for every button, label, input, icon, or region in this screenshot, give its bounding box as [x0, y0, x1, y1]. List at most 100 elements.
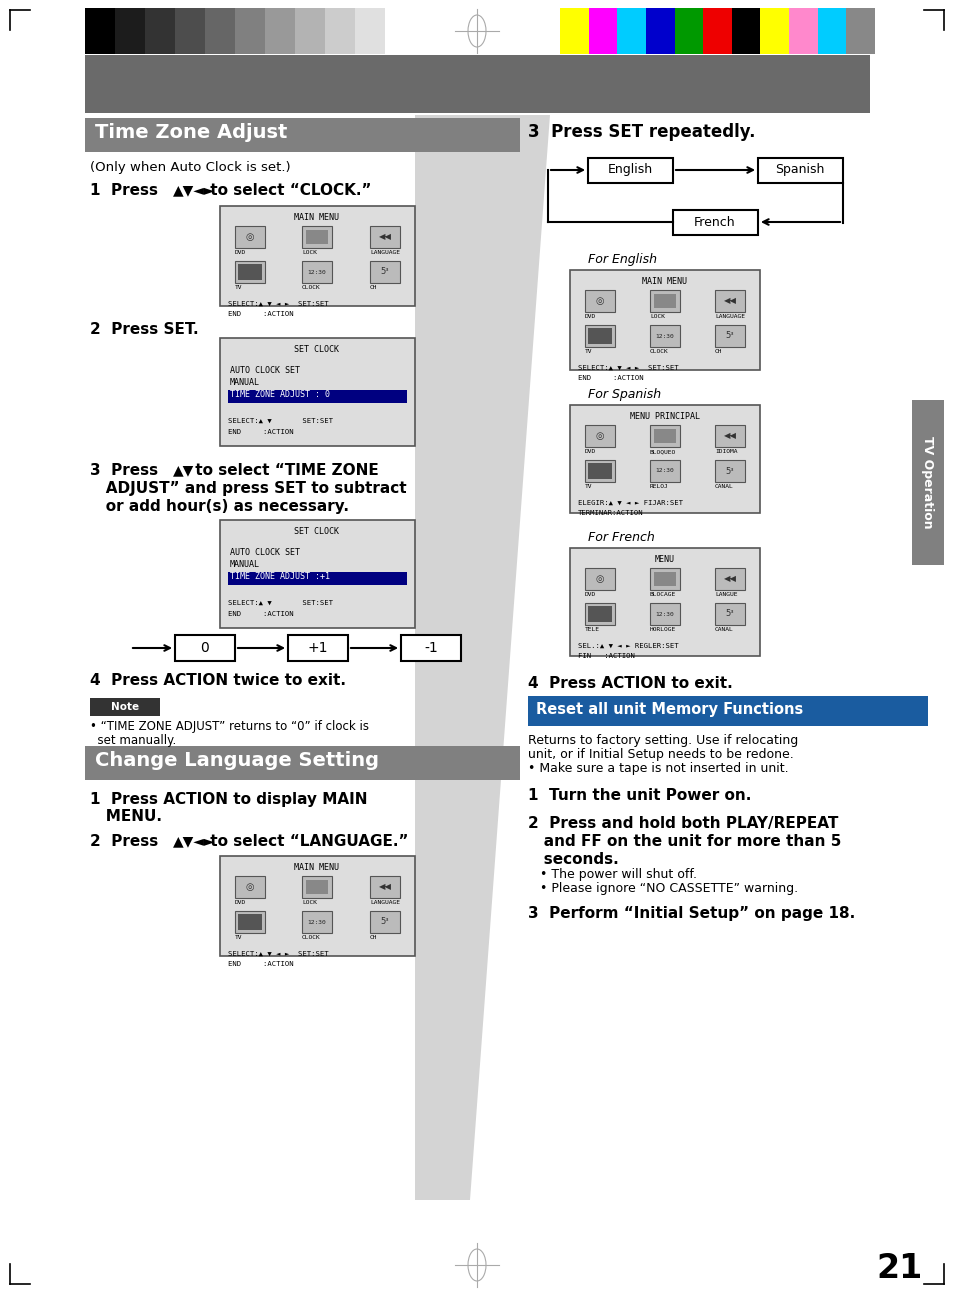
Text: For Spanish: For Spanish	[587, 388, 660, 401]
Bar	[588, 8, 618, 54]
Bar	[385, 8, 416, 54]
Text: 12:30: 12:30	[655, 468, 674, 474]
Bar	[714, 424, 744, 446]
Bar	[228, 572, 407, 585]
Text: ◀◀: ◀◀	[378, 883, 391, 892]
Text: END     :ACTION: END :ACTION	[578, 375, 643, 380]
Bar	[654, 294, 676, 308]
Bar	[714, 290, 744, 312]
Text: French: French	[694, 216, 735, 229]
Text: 0: 0	[200, 641, 209, 655]
Text: SEL.:▲ ▼ ◄ ► REGLER:SET: SEL.:▲ ▼ ◄ ► REGLER:SET	[578, 643, 678, 650]
Bar	[237, 914, 262, 930]
Bar	[265, 8, 295, 54]
Bar	[220, 857, 415, 956]
Bar	[85, 8, 115, 54]
Text: END     :ACTION: END :ACTION	[228, 611, 294, 617]
Text: 3  Press SET repeatedly.: 3 Press SET repeatedly.	[527, 123, 755, 141]
Text: Time Zone Adjust: Time Zone Adjust	[95, 123, 287, 142]
Bar	[325, 8, 355, 54]
Bar	[672, 210, 758, 236]
Bar	[527, 696, 927, 726]
Bar	[649, 568, 679, 590]
Bar	[302, 876, 332, 898]
Text: ADJUST” and press SET to subtract: ADJUST” and press SET to subtract	[90, 481, 406, 496]
Bar	[220, 338, 415, 446]
Text: CLOCK: CLOCK	[302, 936, 320, 939]
Bar	[587, 606, 612, 622]
Bar	[228, 389, 407, 402]
Bar	[817, 8, 846, 54]
Text: 1  Press ACTION to display MAIN: 1 Press ACTION to display MAIN	[90, 792, 367, 807]
Text: • Make sure a tape is not inserted in unit.: • Make sure a tape is not inserted in un…	[527, 762, 788, 775]
Bar	[205, 8, 235, 54]
Text: Reset all unit Memory Functions: Reset all unit Memory Functions	[536, 703, 802, 717]
Bar	[234, 8, 265, 54]
Text: LANGUE: LANGUE	[714, 591, 737, 597]
Text: 4  Press ACTION to exit.: 4 Press ACTION to exit.	[527, 675, 732, 691]
Bar	[220, 520, 415, 628]
Bar	[400, 635, 460, 661]
Text: TELE: TELE	[584, 628, 599, 631]
Text: For French: For French	[587, 531, 654, 543]
Bar	[370, 876, 399, 898]
Text: MANUAL: MANUAL	[230, 560, 260, 569]
Bar	[234, 911, 265, 933]
Bar	[649, 290, 679, 312]
Text: TV: TV	[234, 936, 242, 939]
Text: 2  Press and hold both PLAY/REPEAT: 2 Press and hold both PLAY/REPEAT	[527, 817, 838, 831]
Bar	[645, 8, 675, 54]
Bar	[145, 8, 175, 54]
Text: END     :ACTION: END :ACTION	[228, 311, 294, 317]
Bar	[355, 8, 385, 54]
Text: to select “TIME ZONE: to select “TIME ZONE	[190, 463, 378, 477]
Text: CANAL: CANAL	[714, 628, 733, 631]
Text: MENU PRINCIPAL: MENU PRINCIPAL	[629, 411, 700, 421]
Bar	[584, 603, 615, 625]
Text: For English: For English	[587, 254, 657, 267]
Text: SELECT:▲ ▼ ◄ ►  SET:SET: SELECT:▲ ▼ ◄ ► SET:SET	[228, 302, 328, 307]
Text: ◎: ◎	[595, 296, 603, 305]
Bar	[115, 8, 146, 54]
Text: 5³: 5³	[380, 917, 389, 927]
Text: and FF on the unit for more than 5: and FF on the unit for more than 5	[527, 835, 841, 849]
Bar	[306, 230, 328, 245]
Bar	[845, 8, 875, 54]
Bar	[370, 911, 399, 933]
Text: Change Language Setting: Change Language Setting	[95, 751, 378, 770]
Text: HORLOGE: HORLOGE	[649, 628, 676, 631]
Text: 5³: 5³	[725, 467, 734, 475]
Text: LANGUAGE: LANGUAGE	[370, 250, 399, 255]
Text: set manually.: set manually.	[90, 734, 176, 747]
Text: END     :ACTION: END :ACTION	[228, 430, 294, 435]
Text: LANGUAGE: LANGUAGE	[370, 901, 399, 905]
Text: unit, or if Initial Setup needs to be redone.: unit, or if Initial Setup needs to be re…	[527, 748, 793, 761]
Text: ◎: ◎	[246, 232, 254, 242]
Text: ▲▼◄►: ▲▼◄►	[172, 835, 215, 848]
Text: Note: Note	[111, 703, 139, 712]
Bar	[174, 8, 205, 54]
Text: END     :ACTION: END :ACTION	[228, 961, 294, 967]
Text: 5³: 5³	[380, 268, 389, 277]
Bar	[584, 424, 615, 446]
Text: 3  Press: 3 Press	[90, 463, 163, 477]
Bar	[654, 430, 676, 443]
Text: TERMINAR:ACTION: TERMINAR:ACTION	[578, 510, 643, 516]
Bar	[569, 547, 760, 656]
Bar	[649, 603, 679, 625]
Text: 12:30: 12:30	[655, 612, 674, 616]
Text: 5³: 5³	[725, 609, 734, 619]
Bar	[714, 568, 744, 590]
Bar	[617, 8, 646, 54]
Text: 1  Press: 1 Press	[90, 182, 163, 198]
Text: AUTO CLOCK SET: AUTO CLOCK SET	[230, 366, 299, 375]
Bar	[788, 8, 818, 54]
Text: RELOJ: RELOJ	[649, 484, 668, 489]
Text: IDIOMA: IDIOMA	[714, 449, 737, 454]
Text: • The power will shut off.: • The power will shut off.	[539, 868, 697, 881]
Bar	[569, 270, 760, 370]
Text: MENU.: MENU.	[90, 809, 162, 824]
Text: 21: 21	[876, 1253, 923, 1285]
Text: Returns to factory setting. Use if relocating: Returns to factory setting. Use if reloc…	[527, 734, 798, 747]
Bar	[85, 56, 869, 113]
